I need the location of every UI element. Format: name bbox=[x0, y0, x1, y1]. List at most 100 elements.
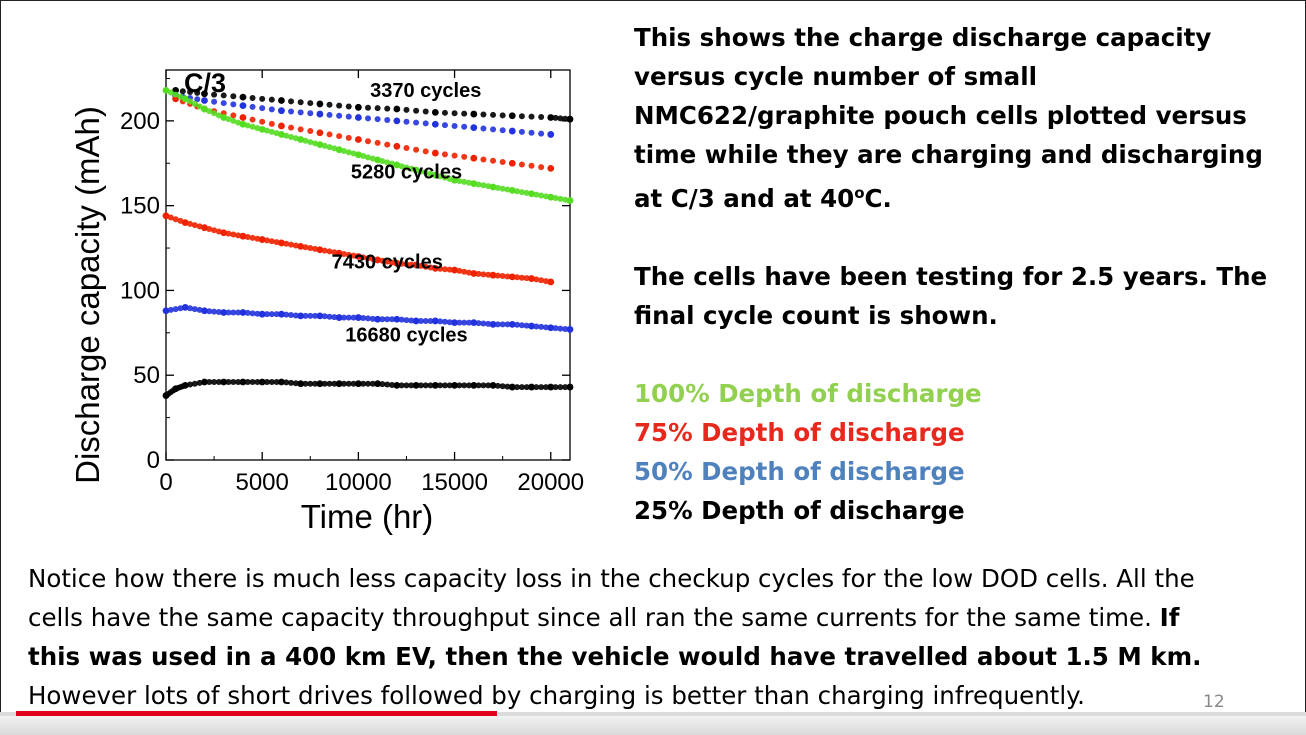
series-dot bbox=[485, 271, 492, 278]
series-dot bbox=[398, 163, 405, 170]
data-point bbox=[566, 326, 574, 333]
x-tick-label: 10000 bbox=[325, 469, 392, 496]
series-dot bbox=[191, 100, 198, 107]
series-dot bbox=[365, 255, 371, 262]
data-point bbox=[489, 271, 497, 279]
series-dot bbox=[302, 380, 309, 387]
series-dot bbox=[244, 122, 251, 129]
series-dot bbox=[461, 382, 468, 389]
series-dot bbox=[494, 272, 501, 279]
series-dot bbox=[562, 384, 569, 391]
data-point bbox=[335, 380, 343, 388]
data-point bbox=[547, 114, 555, 121]
series-dot bbox=[191, 306, 198, 313]
data-point bbox=[181, 381, 189, 389]
data-point bbox=[201, 224, 208, 232]
y-tick-label: 50 bbox=[133, 362, 160, 389]
legend-item-25: 25% Depth of discharge bbox=[634, 496, 965, 525]
y-tick-label: 200 bbox=[120, 108, 160, 135]
series-dot bbox=[490, 126, 497, 133]
video-progress-track[interactable] bbox=[0, 712, 1306, 716]
series-dot bbox=[215, 379, 222, 385]
series-dot bbox=[441, 109, 448, 116]
data-point bbox=[508, 273, 516, 281]
series-dot bbox=[191, 222, 198, 229]
series-dot bbox=[235, 309, 242, 316]
series-dot bbox=[288, 124, 295, 131]
data-point bbox=[172, 86, 180, 94]
series-dot bbox=[283, 379, 290, 386]
series-dot bbox=[264, 127, 270, 134]
series-dot bbox=[461, 319, 468, 326]
data-point bbox=[431, 171, 439, 179]
series-dot bbox=[389, 381, 396, 388]
notes-line-1: Notice how there is much less capacity l… bbox=[28, 564, 1195, 593]
data-point bbox=[278, 239, 285, 247]
data-point bbox=[316, 100, 324, 108]
series-dot bbox=[437, 382, 444, 389]
data-point bbox=[489, 320, 497, 328]
series-dot bbox=[403, 164, 410, 171]
series-dot bbox=[345, 134, 352, 141]
series-dot bbox=[398, 382, 405, 389]
series-dot bbox=[288, 312, 295, 319]
series-dot bbox=[417, 262, 424, 269]
series-dot bbox=[437, 318, 444, 325]
series-dot bbox=[518, 113, 525, 120]
series-dot bbox=[220, 92, 227, 99]
series-dot bbox=[427, 382, 434, 389]
series-dot bbox=[340, 147, 347, 154]
y-tick-label: 0 bbox=[147, 447, 160, 474]
series-dot bbox=[518, 274, 525, 281]
series-dot bbox=[288, 98, 295, 105]
series-dot bbox=[288, 379, 295, 386]
series-dot bbox=[518, 161, 525, 168]
series-dot bbox=[475, 320, 482, 327]
series-dot bbox=[422, 169, 429, 176]
series-dot bbox=[307, 139, 314, 146]
x-axis-label: Time (hr) bbox=[301, 498, 434, 535]
series-dot bbox=[307, 128, 314, 135]
data-point bbox=[278, 378, 285, 386]
series-dot bbox=[480, 382, 487, 389]
series-dot bbox=[307, 245, 314, 252]
series-dot bbox=[379, 257, 386, 264]
data-point bbox=[354, 253, 362, 260]
description-panel: This shows the charge discharge capacity… bbox=[634, 18, 1284, 530]
series-dot bbox=[461, 110, 468, 117]
series-dot bbox=[326, 248, 333, 255]
data-point bbox=[297, 312, 305, 320]
series-dot bbox=[403, 261, 410, 268]
video-progress-fill[interactable] bbox=[16, 711, 497, 716]
series-dot bbox=[230, 231, 237, 238]
data-point bbox=[489, 381, 497, 389]
series-dot bbox=[475, 382, 482, 389]
data-point bbox=[393, 142, 401, 150]
data-point bbox=[508, 159, 516, 167]
x-tick-label: 5000 bbox=[235, 469, 288, 496]
series-dot bbox=[292, 312, 299, 319]
series-dot bbox=[422, 108, 429, 115]
series-dot bbox=[187, 89, 194, 96]
series-dot bbox=[542, 324, 549, 331]
data-point bbox=[566, 383, 574, 391]
series-dot bbox=[379, 158, 386, 165]
series-dot bbox=[307, 110, 314, 117]
series-dot bbox=[485, 382, 492, 389]
series-dot bbox=[340, 250, 347, 257]
data-point bbox=[393, 381, 401, 389]
data-point bbox=[431, 120, 439, 128]
series-dot bbox=[494, 184, 501, 191]
data-point bbox=[220, 229, 228, 237]
data-point bbox=[470, 180, 478, 188]
series-dot bbox=[538, 323, 545, 330]
series-dot bbox=[437, 265, 444, 272]
series-dot bbox=[292, 380, 299, 387]
data-point bbox=[258, 310, 266, 318]
series-dot bbox=[413, 146, 420, 153]
data-point bbox=[451, 266, 458, 274]
series-dot bbox=[499, 321, 506, 328]
series-dot bbox=[417, 382, 424, 389]
series-dot bbox=[336, 133, 343, 140]
series-dot bbox=[384, 159, 391, 166]
